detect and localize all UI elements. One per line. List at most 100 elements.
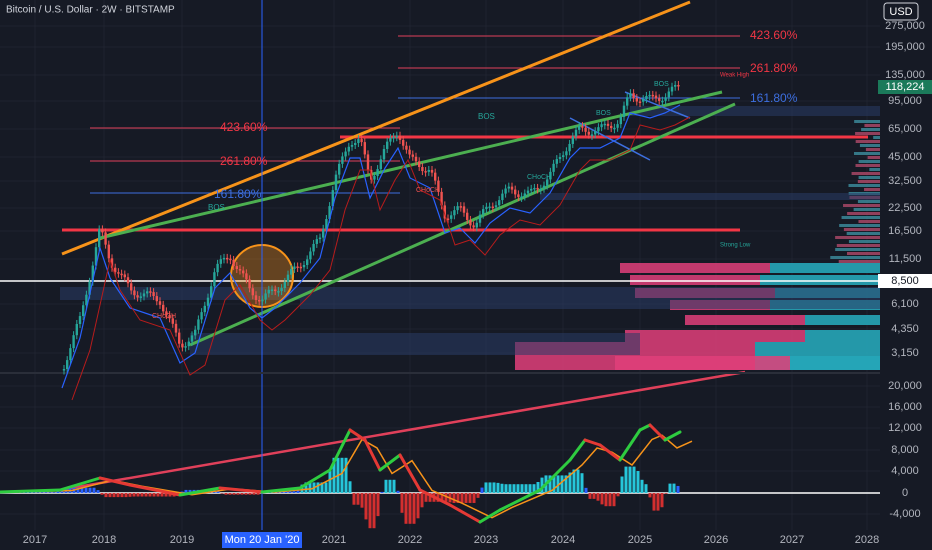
price-tick-label: 16,500 [888, 225, 922, 237]
histogram-bar [408, 493, 412, 524]
candle [248, 279, 251, 289]
candle [482, 209, 485, 215]
candle [325, 219, 328, 229]
currency-button[interactable] [883, 2, 919, 21]
histogram-bar [40, 492, 44, 493]
histogram-bar [628, 466, 632, 493]
candle [293, 266, 296, 269]
candle [366, 154, 370, 170]
histogram-bar [100, 493, 104, 495]
oscillator-line [328, 428, 352, 472]
histogram-bar [620, 476, 624, 493]
candle [469, 219, 472, 226]
signal-line [11, 434, 693, 519]
candle [181, 343, 184, 348]
channel [624, 91, 691, 119]
vp-bar [839, 224, 880, 227]
annotation: CHoCH [416, 187, 440, 194]
histogram-bar [224, 493, 228, 495]
zone [190, 333, 640, 355]
candle [424, 171, 427, 173]
histogram-bar [332, 457, 336, 493]
candle [434, 172, 437, 181]
candle [654, 95, 658, 99]
candle [450, 215, 453, 219]
histogram-bar [484, 482, 488, 493]
vp-bar [858, 160, 880, 163]
histogram-bar [644, 484, 648, 493]
candle [677, 84, 680, 87]
histogram-bar [248, 493, 252, 495]
candle [206, 297, 210, 306]
vp-bar [843, 228, 880, 231]
histogram-bar [676, 485, 680, 493]
candle [360, 139, 363, 143]
candle [85, 294, 88, 306]
candle [296, 266, 299, 268]
histogram-bar [476, 493, 480, 498]
vp-bar [630, 275, 760, 285]
price-tick-label: 22,500 [888, 202, 922, 214]
candle [590, 134, 594, 136]
annotation: BOS [208, 203, 225, 212]
candle [421, 167, 424, 172]
candle [347, 146, 350, 152]
time-tick-label: 2022 [398, 534, 422, 546]
candle [165, 311, 168, 316]
histogram-bar [580, 473, 584, 493]
indicator-tick-label: 4,000 [891, 465, 919, 477]
histogram-bar [480, 487, 484, 493]
vp-bar [851, 172, 880, 175]
histogram-bar [424, 493, 428, 502]
histogram-bar [624, 466, 628, 493]
histogram-bar [564, 475, 568, 493]
vp-bar [847, 212, 880, 215]
candle [142, 293, 146, 297]
candle [171, 318, 174, 324]
candle [120, 273, 123, 276]
histogram-bar [516, 484, 520, 493]
candle [498, 200, 501, 206]
annotation: CHoCH [527, 174, 551, 181]
candle [174, 323, 178, 333]
histogram-bar [428, 493, 432, 502]
vp-bar [858, 176, 880, 179]
price-tick-label: 3,150 [891, 347, 919, 359]
candle [453, 210, 456, 216]
histogram-bar [324, 482, 328, 493]
candle [581, 125, 584, 128]
candle [597, 127, 600, 132]
candle [571, 136, 574, 144]
annotation: 423.60% [750, 28, 798, 42]
candle [126, 277, 130, 284]
price-tick-label: 135,000 [885, 69, 925, 81]
vp-bar [805, 330, 880, 342]
candle [350, 144, 354, 147]
candle [318, 237, 322, 240]
histogram-bar [144, 493, 148, 497]
vp-bar [865, 148, 880, 151]
zone [60, 287, 880, 300]
candle [357, 139, 360, 144]
histogram-bar [400, 493, 404, 513]
candle [341, 156, 344, 164]
histogram-bar [328, 470, 332, 493]
oscillator-line [598, 443, 622, 462]
price-tick-label: 275,000 [885, 20, 925, 32]
histogram-bar [128, 493, 132, 497]
candle [373, 175, 376, 180]
histogram-bar [96, 490, 100, 493]
candle [446, 218, 450, 221]
last-price: 118,224 [886, 81, 925, 93]
histogram-bar [528, 484, 532, 493]
candle [299, 266, 302, 269]
candle [546, 179, 549, 186]
candle [382, 148, 386, 160]
zone [300, 300, 880, 309]
oscillator-line [568, 438, 587, 462]
annotation: CHoCH [152, 313, 176, 320]
histogram-bar [132, 493, 136, 497]
oscillator-line [538, 458, 572, 492]
candle [315, 239, 318, 244]
candle [485, 206, 488, 210]
